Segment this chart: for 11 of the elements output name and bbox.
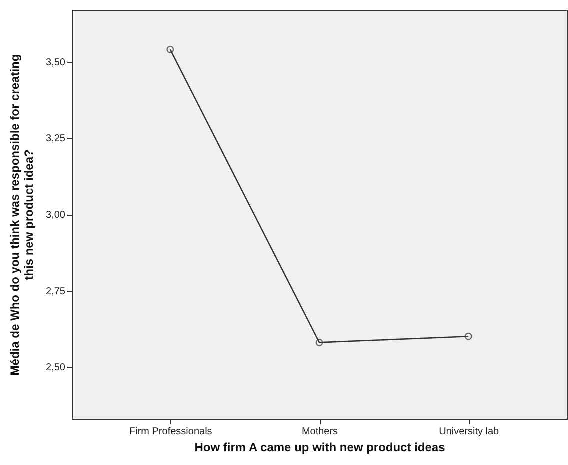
y-axis-title: Média de Who do you think was responsible for creating this new product idea? <box>8 54 36 376</box>
y-tick-label: 3,00 <box>46 210 66 221</box>
y-tick-label: 3,50 <box>46 57 66 68</box>
y-tick-label: 2,75 <box>46 286 66 298</box>
y-tick-label: 2,50 <box>46 362 66 374</box>
x-tick-label: University lab <box>439 426 500 438</box>
y-tick-label: 3,25 <box>46 134 66 145</box>
x-axis-title: How firm A came up with new product ideas <box>194 440 446 454</box>
x-tick-label: Firm Professionals <box>129 426 212 438</box>
x-tick-label: Mothers <box>302 426 338 438</box>
point <box>316 338 324 346</box>
